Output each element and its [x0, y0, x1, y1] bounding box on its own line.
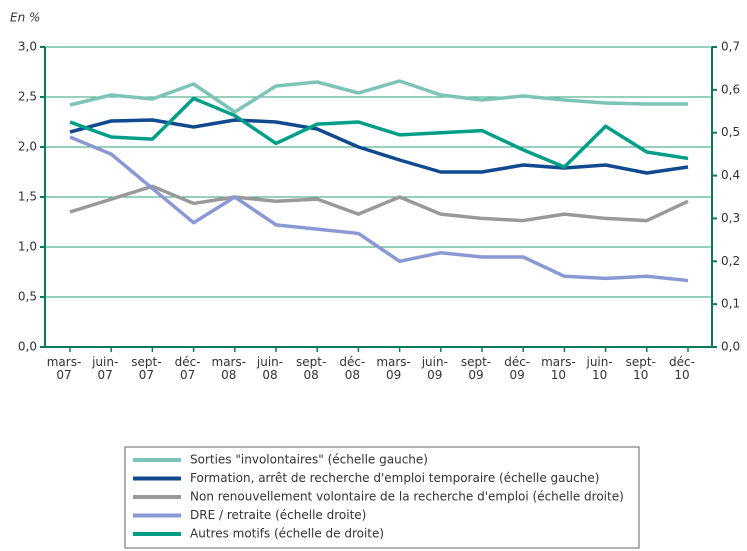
y-tick-label: 0,0 — [18, 340, 37, 354]
y-tick-label: 1,0 — [18, 240, 37, 254]
legend-label: Autres motifs (échelle de droite) — [190, 527, 384, 541]
y-tick-label: 0,5 — [18, 290, 37, 304]
y2-tick-label: 0,1 — [721, 297, 740, 311]
x-tick-label: mars-10 — [541, 355, 576, 382]
x-tick-label: sept-07 — [131, 355, 162, 382]
series-line — [69, 96, 689, 169]
legend-label: DRE / retraite (échelle droite) — [190, 508, 366, 522]
y-tick-label: 3,0 — [18, 40, 37, 54]
y2-tick-label: 0,2 — [721, 254, 740, 268]
x-tick-label: juin-09 — [421, 355, 448, 382]
x-tick-label: juin-08 — [256, 355, 284, 382]
series-line — [69, 184, 689, 223]
legend-label: Sorties "involontaires" (échelle gauche) — [190, 453, 428, 467]
series-line — [69, 79, 688, 114]
y2-tick-label: 0,6 — [721, 82, 740, 96]
x-tick-label: mars-07 — [46, 355, 82, 382]
y2-tick-label: 0,0 — [721, 340, 740, 354]
x-tick-label: sept-09 — [460, 355, 492, 382]
x-tick-label: juin-07 — [92, 355, 119, 382]
legend-label: Formation, arrêt de recherche d'emploi t… — [190, 471, 599, 485]
legend-label: Non renouvellement volontaire de la rech… — [190, 490, 624, 504]
unit-label: En % — [10, 11, 40, 25]
x-tick-label: mars-09 — [376, 355, 411, 382]
y2-tick-label: 0,3 — [721, 211, 740, 225]
series-line — [69, 135, 689, 283]
x-tick-label: sept-08 — [296, 355, 327, 382]
x-tick-label: déc-10 — [669, 355, 695, 382]
y2-tick-label: 0,7 — [721, 40, 740, 54]
x-tick-label: mars-08 — [211, 355, 247, 382]
y-tick-label: 2,5 — [18, 90, 37, 104]
y2-tick-label: 0,5 — [721, 125, 740, 139]
y2-tick-label: 0,4 — [721, 168, 740, 182]
x-tick-label: sept-10 — [625, 355, 656, 382]
series-line — [69, 118, 689, 175]
legend-box — [124, 446, 640, 549]
x-tick-label: juin-10 — [586, 355, 613, 382]
y-tick-label: 1,5 — [18, 190, 37, 204]
x-tick-label: déc-09 — [504, 355, 531, 382]
x-tick-label: déc-08 — [339, 355, 366, 382]
y-tick-label: 2,0 — [18, 140, 37, 154]
x-tick-label: déc-07 — [174, 355, 201, 382]
